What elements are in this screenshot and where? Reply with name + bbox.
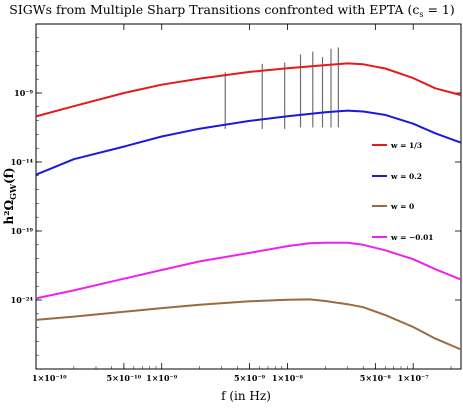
y-axis-label-subscript: GW: [8, 183, 18, 200]
chart-title-subscript: s: [419, 10, 423, 19]
x-axis-ticks: 1×10⁻¹⁰ 5×10⁻¹⁰ 1×10⁻⁹ 5×10⁻⁹ 1×10⁻⁸ 5×10⁻⁸ 1×…: [32, 24, 452, 383]
chart-title: SIGWs from Multiple Sharp Transitions co…: [9, 2, 454, 19]
y-tick-label: 10⁻¹⁴: [11, 157, 34, 167]
chart-title-main: SIGWs from Multiple Sharp Transitions co…: [9, 2, 419, 17]
plot-frame: [35, 23, 462, 370]
series-line: [35, 109, 462, 176]
y-axis-label-tail: (f): [2, 167, 16, 184]
x-tick-label: 1×10⁻⁷: [398, 373, 430, 383]
series-lines: [35, 62, 462, 351]
x-axis-label: f (in Hz): [221, 389, 271, 403]
y-tick-label: 10⁻¹⁹: [11, 226, 34, 236]
x-tick-label: 1×10⁻¹⁰: [32, 373, 67, 383]
chart-title-tail: = 1): [423, 2, 454, 17]
y-tick-label: 10⁻²⁴: [11, 295, 34, 305]
y-axis-label-main: h²Ω: [2, 200, 16, 225]
x-tick-label: 5×10⁻¹⁰: [107, 373, 142, 383]
legend-label: w = −0.01: [390, 233, 434, 242]
x-tick-label: 1×10⁻⁹: [146, 373, 178, 383]
series-line: [35, 241, 462, 300]
y-axis-ticks: 10⁻⁹ 10⁻¹⁴ 10⁻¹⁹ 10⁻²⁴: [11, 23, 461, 370]
legend-label: w = 0: [390, 202, 414, 211]
series-line: [35, 62, 462, 118]
x-tick-label: 5×10⁻⁸: [360, 373, 392, 383]
x-tick-label: 5×10⁻⁹: [234, 373, 266, 383]
x-tick-label: 1×10⁻⁸: [272, 373, 304, 383]
legend: w = 1/3 w = 0.2 w = 0 w = −0.01: [372, 141, 434, 242]
legend-label: w = 1/3: [390, 141, 422, 150]
y-axis-label: h²ΩGW(f): [2, 167, 18, 224]
y-tick-label: 10⁻⁹: [14, 88, 33, 98]
legend-label: w = 0.2: [390, 172, 422, 181]
series-line: [35, 298, 462, 351]
